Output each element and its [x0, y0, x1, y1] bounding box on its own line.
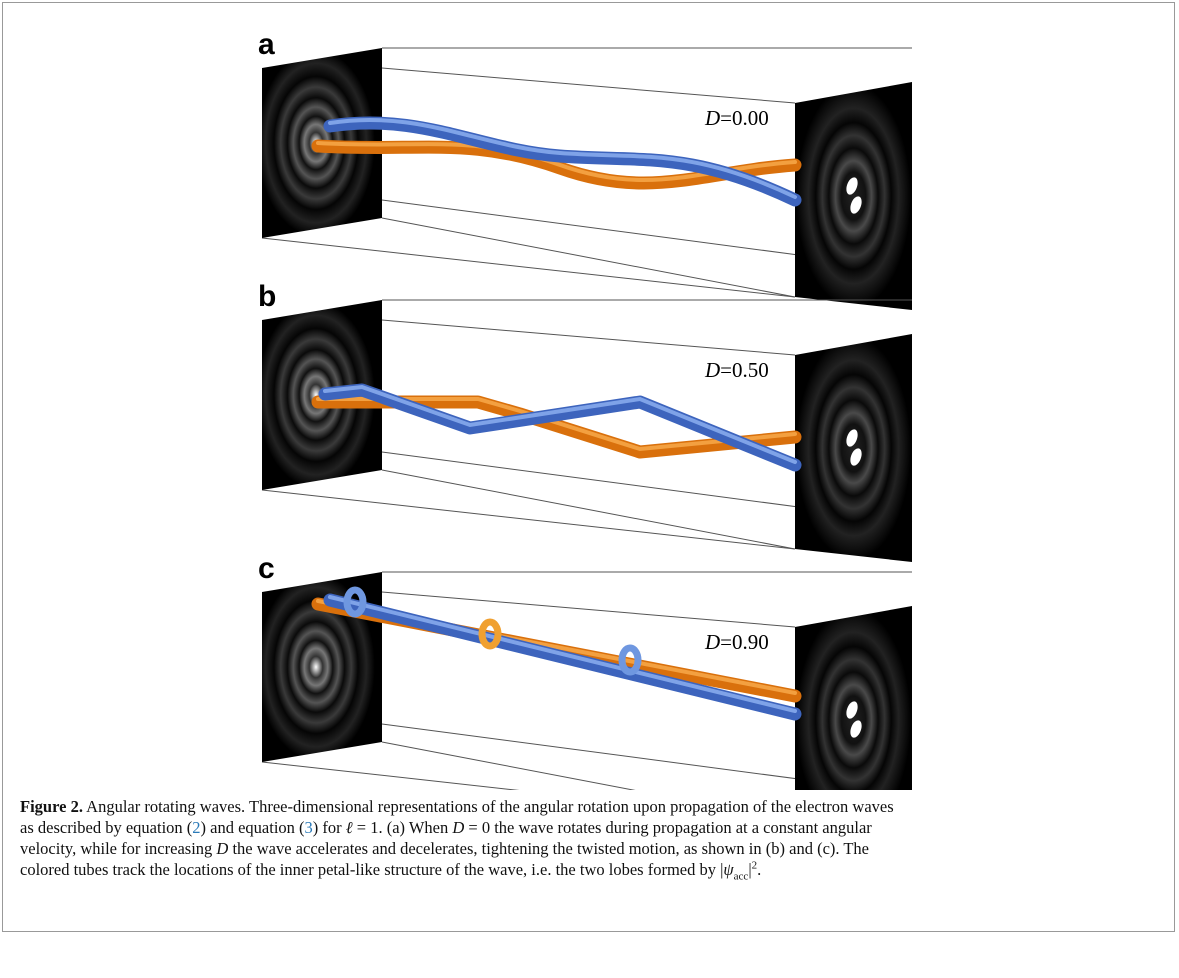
caption-text: acc: [733, 870, 749, 883]
caption-text: ) and equation (: [200, 818, 305, 837]
caption-text: as described by equation (: [20, 818, 193, 837]
d-label: D=0.00: [704, 106, 769, 130]
d-symbol: D: [704, 358, 720, 382]
d-value: =0.90: [720, 630, 769, 654]
d-label: D=0.50: [704, 358, 769, 382]
intensity-lobe: [850, 196, 862, 214]
box-edge: [261, 237, 796, 298]
box-edge: [381, 469, 796, 550]
caption-text: = 0 the wave rotates during propagation …: [464, 818, 872, 837]
caption-label: Figure 2.: [20, 797, 83, 816]
blue-tube-highlight: [323, 384, 797, 464]
box-edge: [381, 741, 636, 790]
caption: Figure 2. Angular rotating waves. Three-…: [20, 796, 1160, 883]
caption-text: D: [452, 818, 465, 837]
intensity-lobe: [846, 701, 858, 719]
box-edge: [261, 489, 796, 550]
caption-text[interactable]: 3: [304, 818, 313, 837]
caption-text: 2: [751, 859, 758, 872]
tube-loop: [618, 644, 642, 676]
d-value: =0.50: [720, 358, 769, 382]
d-value: =0.00: [720, 106, 769, 130]
blue-tube: [323, 593, 802, 721]
caption-text: ) for: [312, 818, 346, 837]
box-edge: [381, 217, 796, 298]
intensity-lobe: [846, 177, 858, 195]
intensity-lobe: [850, 720, 862, 738]
right-intensity-image: [795, 606, 912, 790]
caption-text: velocity, while for increasing: [20, 839, 217, 858]
caption-text: colored tubes track the locations of the…: [20, 860, 724, 879]
caption-text[interactable]: 2: [192, 818, 201, 837]
caption-text: ℓ: [345, 818, 353, 837]
box-edge: [381, 591, 796, 628]
caption-text: = 1. (a) When: [352, 818, 453, 837]
intensity-lobe: [846, 429, 858, 447]
blue-tube-highlight: [328, 118, 797, 199]
right-intensity-image: [795, 82, 912, 310]
orange-tube-highlight: [316, 397, 797, 452]
box-edge: [261, 761, 520, 790]
panel-label: c: [258, 552, 275, 585]
tube-loop: [343, 586, 367, 618]
right-intensity-image: [795, 334, 912, 562]
d-symbol: D: [704, 630, 720, 654]
panel-label: a: [258, 28, 275, 61]
panel: a D=0.00: [258, 28, 913, 310]
blue-tube: [323, 116, 802, 207]
tube-loop: [478, 618, 502, 650]
caption-text: D: [216, 839, 229, 858]
blue-tube-highlight: [328, 595, 797, 713]
figure-frame: [2, 2, 1175, 932]
caption-text: Angular rotating waves. Three-dimensiona…: [86, 797, 894, 816]
caption-text: .: [757, 860, 762, 879]
box-edge: [381, 67, 796, 104]
panel: b D=0.50: [258, 280, 913, 562]
caption-text: ψ: [723, 860, 734, 879]
d-symbol: D: [704, 106, 720, 130]
panel-label: b: [258, 280, 276, 313]
panel: c D=0.90: [258, 552, 912, 790]
intensity-lobe: [850, 448, 862, 466]
left-intensity-image: [262, 572, 382, 762]
d-label: D=0.90: [704, 630, 769, 654]
blue-tube: [318, 383, 802, 472]
caption-text: the wave accelerates and decelerates, ti…: [228, 839, 870, 858]
caption-text: |: [748, 860, 752, 879]
box-edge: [381, 319, 796, 356]
